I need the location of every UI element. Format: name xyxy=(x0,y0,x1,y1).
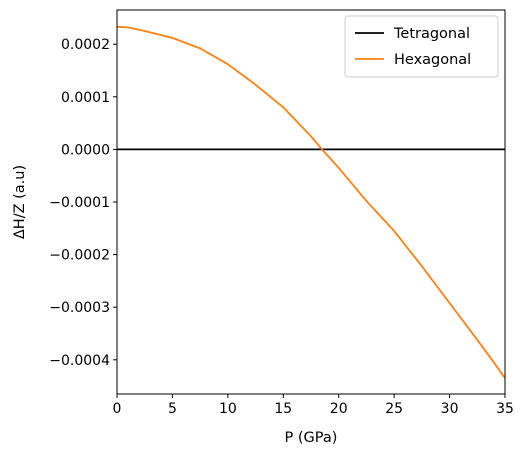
x-tick-label: 5 xyxy=(168,401,177,417)
legend: Tetragonal Hexagonal xyxy=(344,15,499,78)
y-tick-label: −0.0004 xyxy=(49,353,110,369)
y-tick-label: 0.0001 xyxy=(61,90,110,106)
plot-frame xyxy=(116,9,506,395)
y-axis-title: ΔH/Z (a.u) xyxy=(12,165,28,239)
y-tick-label: −0.0001 xyxy=(49,195,110,211)
x-tick-label: 25 xyxy=(385,401,403,417)
x-tick-label: 10 xyxy=(219,401,237,417)
x-tick-label: 30 xyxy=(441,401,459,417)
y-axis: 0.0002 0.0001 0.0000 −0.0001 −0.0002 −0.0003 −… xyxy=(49,37,117,369)
x-tick-label: 15 xyxy=(274,401,292,417)
x-tick-label: 0 xyxy=(113,401,122,417)
x-axis-title: P (GPa) xyxy=(285,430,338,446)
y-tick-label: 0.0002 xyxy=(61,37,110,53)
y-tick-label: 0.0000 xyxy=(61,142,110,158)
series-line-hexagonal xyxy=(117,25,505,379)
legend-label-tetragonal: Tetragonal xyxy=(393,26,470,42)
x-tick-label: 35 xyxy=(496,401,514,417)
y-tick-label: −0.0003 xyxy=(49,300,110,316)
legend-box xyxy=(344,15,499,78)
plot-layer xyxy=(117,25,505,379)
x-tick-label: 20 xyxy=(330,401,348,417)
y-tick-label: −0.0002 xyxy=(49,248,110,264)
legend-label-hexagonal: Hexagonal xyxy=(394,52,471,68)
x-axis: 0 5 10 15 20 25 30 35 xyxy=(113,394,514,417)
